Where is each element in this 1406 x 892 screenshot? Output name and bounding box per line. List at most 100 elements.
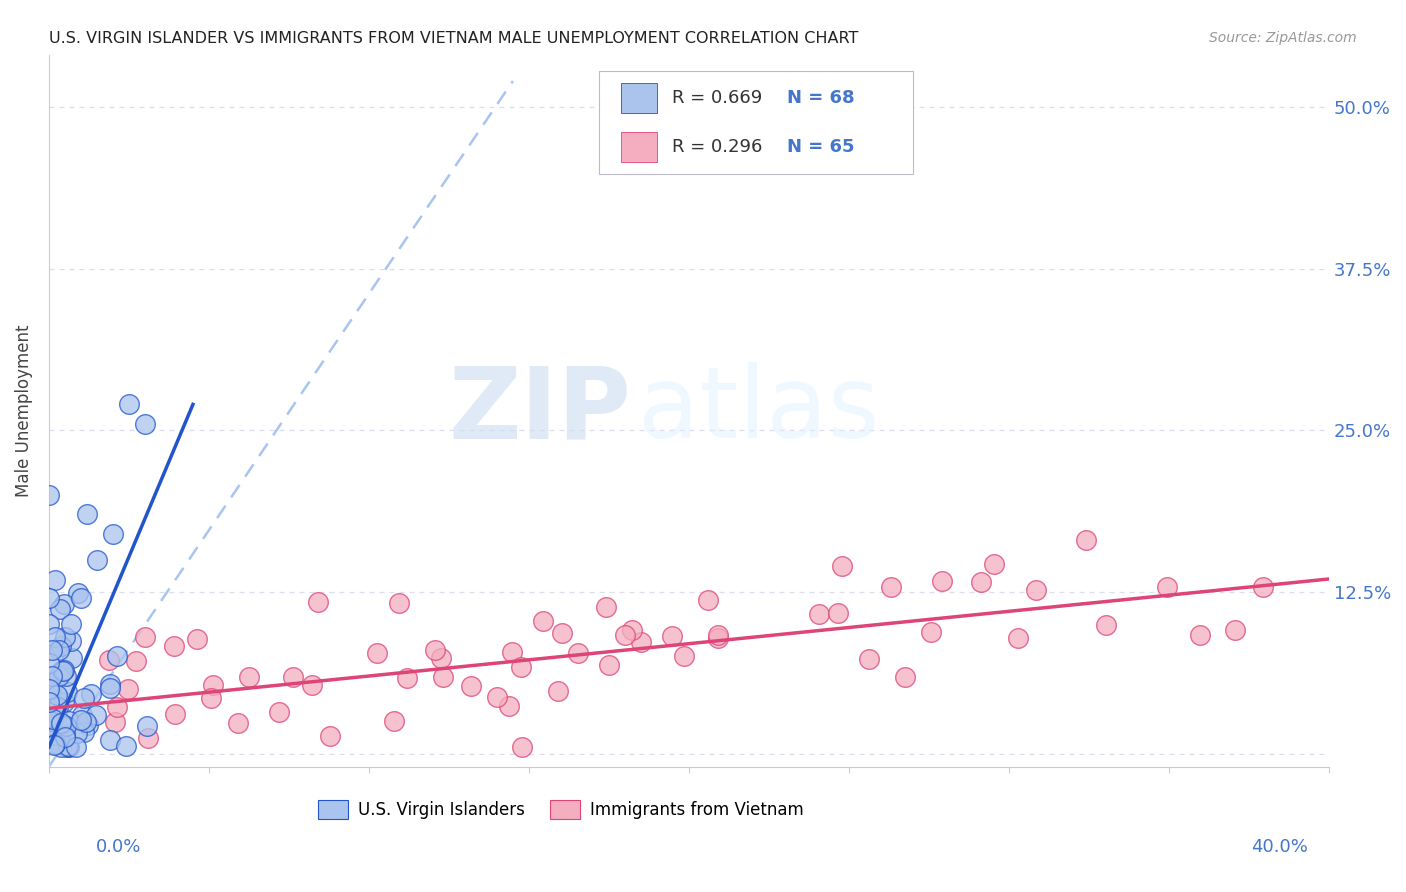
Text: R = 0.669: R = 0.669 <box>672 89 762 107</box>
Point <box>104 714 127 729</box>
Point <box>56 739 79 753</box>
Point <box>983 557 1005 571</box>
Point <box>136 731 159 745</box>
Point <box>59 633 82 648</box>
Point <box>567 646 589 660</box>
Point <box>55 719 77 733</box>
Point <box>70 708 93 723</box>
Point <box>697 593 720 607</box>
Point <box>893 670 915 684</box>
Point <box>547 684 569 698</box>
Point <box>41 669 63 683</box>
Point <box>49 715 72 730</box>
Point <box>125 654 148 668</box>
Point <box>53 728 76 742</box>
Point <box>41 643 63 657</box>
Point <box>53 663 76 677</box>
Point <box>807 607 830 622</box>
Point <box>105 700 128 714</box>
Point <box>38 488 60 502</box>
Point <box>39 714 62 728</box>
Point <box>53 730 76 744</box>
Point <box>41 712 63 726</box>
Text: 0.0%: 0.0% <box>96 838 141 855</box>
Point <box>62 651 84 665</box>
Point <box>114 739 136 754</box>
Point <box>134 631 156 645</box>
Point <box>485 690 508 704</box>
Point <box>1007 632 1029 646</box>
Point <box>48 669 70 683</box>
Point <box>827 606 849 620</box>
Point <box>1251 580 1274 594</box>
Point <box>53 630 76 644</box>
Point <box>531 614 554 628</box>
Point <box>551 625 574 640</box>
Legend: U.S. Virgin Islanders, Immigrants from Vietnam: U.S. Virgin Islanders, Immigrants from V… <box>311 793 810 826</box>
Point <box>49 602 72 616</box>
Text: U.S. VIRGIN ISLANDER VS IMMIGRANTS FROM VIETNAM MALE UNEMPLOYMENT CORRELATION CH: U.S. VIRGIN ISLANDER VS IMMIGRANTS FROM … <box>49 31 859 46</box>
Point <box>53 597 76 611</box>
Point <box>98 681 121 696</box>
Point <box>598 657 620 672</box>
Point <box>101 526 124 541</box>
Point <box>55 740 77 755</box>
Point <box>66 726 89 740</box>
Text: N = 68: N = 68 <box>787 89 855 107</box>
Point <box>65 740 87 755</box>
Point <box>38 681 60 696</box>
Point <box>267 705 290 719</box>
Point <box>52 664 75 678</box>
Point <box>48 643 70 657</box>
Point <box>620 623 643 637</box>
Point <box>39 718 62 732</box>
Point <box>38 617 60 632</box>
Point <box>1074 533 1097 547</box>
Point <box>44 737 66 751</box>
Point <box>79 687 101 701</box>
Point <box>98 653 121 667</box>
Point <box>613 627 636 641</box>
Point <box>72 691 94 706</box>
Point <box>710 126 733 140</box>
Point <box>831 558 853 573</box>
Point <box>1156 580 1178 594</box>
Point <box>1188 628 1211 642</box>
Point <box>432 669 454 683</box>
Point <box>67 585 90 599</box>
Point <box>55 669 77 683</box>
Point <box>100 732 122 747</box>
Point <box>107 648 129 663</box>
Text: 40.0%: 40.0% <box>1251 838 1308 855</box>
Bar <box>621 83 657 112</box>
Point <box>46 708 69 723</box>
Point <box>76 508 98 522</box>
Point <box>42 739 65 753</box>
Point <box>501 645 523 659</box>
Text: Source: ZipAtlas.com: Source: ZipAtlas.com <box>1209 31 1357 45</box>
Point <box>38 656 60 670</box>
Point <box>395 671 418 685</box>
FancyBboxPatch shape <box>599 70 912 174</box>
Point <box>70 713 93 727</box>
Point <box>423 642 446 657</box>
Point <box>707 631 730 645</box>
Point <box>52 695 75 709</box>
Point <box>76 718 98 732</box>
Point <box>673 648 696 663</box>
Point <box>118 397 141 411</box>
Point <box>460 679 482 693</box>
Point <box>202 677 225 691</box>
Point <box>1094 618 1116 632</box>
Point <box>388 596 411 610</box>
Point <box>60 617 83 632</box>
Point <box>319 729 342 743</box>
Point <box>46 700 69 714</box>
Point <box>75 714 97 729</box>
Point <box>920 624 942 639</box>
Point <box>39 682 62 697</box>
Point <box>200 691 222 706</box>
Point <box>630 635 652 649</box>
Point <box>39 727 62 741</box>
Point <box>135 719 157 733</box>
